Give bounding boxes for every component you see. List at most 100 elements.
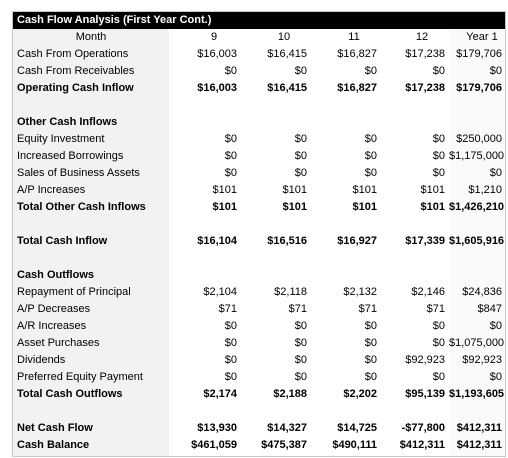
cell-value: $0: [224, 150, 237, 162]
cell-value: $16,927: [337, 235, 377, 247]
row-label: Total Cash Outflows: [17, 388, 123, 400]
row-label: Cash From Operations: [17, 48, 129, 60]
cell-value: $0: [224, 354, 237, 366]
section-heading-row: Other Cash Inflows: [13, 114, 505, 131]
cell-value: $16,415: [267, 48, 307, 60]
cell-value: $490,111: [332, 439, 377, 451]
cell-value: $0: [224, 320, 237, 332]
table-row: Dividends $0 $0 $0 $92,923 $92,923: [13, 352, 505, 369]
cell-value: $0: [432, 65, 445, 77]
cell-value: $0: [364, 150, 377, 162]
cell-value: $0: [294, 65, 307, 77]
section-heading: Other Cash Inflows: [17, 116, 118, 128]
row-label: Repayment of Principal: [17, 286, 131, 298]
total-row: Total Other Cash Inflows $101 $101 $101 $101…: [13, 199, 505, 216]
cell-value: $101: [420, 201, 445, 213]
cell-value: $24,836: [462, 286, 502, 298]
cell-value: $1,210: [468, 184, 502, 196]
cell-value: $2,174: [203, 388, 237, 400]
cell-value: $101: [282, 201, 307, 213]
header-col: 12: [415, 31, 429, 43]
row-label: Cash From Receivables: [17, 65, 135, 77]
cell-value: $0: [294, 354, 307, 366]
cell-value: $17,238: [405, 48, 445, 60]
cell-value: $1,075,000: [449, 337, 505, 349]
cell-value: $71: [358, 303, 377, 315]
cell-value: $0: [364, 371, 377, 383]
row-label: Sales of Business Assets: [17, 167, 140, 179]
table-row: A/P Decreases $71 $71 $71 $71 $847: [13, 301, 505, 318]
cell-value: $0: [224, 371, 237, 383]
table-row: A/R Increases $0 $0 $0 $0 $0: [13, 318, 505, 335]
cell-value: $0: [432, 320, 445, 332]
table-row: Increased Borrowings $0 $0 $0 $0 $1,175,000: [13, 148, 505, 165]
header-col: 9: [210, 31, 218, 43]
table-row: Asset Purchases $0 $0 $0 $0 $1,075,000: [13, 335, 505, 352]
cell-value: $1,426,210: [449, 201, 505, 213]
cell-value: $461,059: [191, 439, 237, 451]
table-body: Month 9 10 11 12 Year 1 Cash From Operat…: [13, 29, 505, 454]
total-row: Net Cash Flow $13,930 $14,327 $14,725 -$77,8…: [13, 420, 505, 437]
cell-value: $0: [224, 337, 237, 349]
cell-value: $179,706: [456, 48, 502, 60]
blank-row: [13, 97, 505, 114]
section-heading-row: Cash Outflows: [13, 267, 505, 284]
cell-value: $16,003: [197, 48, 237, 60]
cell-value: $16,827: [337, 48, 377, 60]
cell-value: $101: [212, 184, 237, 196]
row-label: A/R Increases: [17, 320, 87, 332]
cell-value: $0: [432, 371, 445, 383]
cell-value: $0: [489, 371, 502, 383]
cell-value: $847: [477, 303, 502, 315]
cell-value: $412,311: [456, 439, 502, 451]
cell-value: $101: [212, 201, 237, 213]
cell-value: $2,104: [203, 286, 237, 298]
cell-value: $0: [364, 337, 377, 349]
row-label: Preferred Equity Payment: [17, 371, 143, 383]
cell-value: $1,605,916: [449, 235, 505, 247]
row-label: Total Other Cash Inflows: [17, 201, 146, 213]
cell-value: $0: [489, 167, 502, 179]
cell-value: $16,415: [267, 82, 307, 94]
total-row: Cash Balance $461,059 $475,387 $490,111 $412…: [13, 437, 505, 454]
blank-row: [13, 216, 505, 233]
cell-value: $0: [224, 65, 237, 77]
cell-value: $0: [489, 320, 502, 332]
cell-value: $17,238: [405, 82, 445, 94]
cell-value: $1,175,000: [449, 150, 505, 162]
row-label: Cash Balance: [17, 439, 90, 451]
row-label: Increased Borrowings: [17, 150, 124, 162]
cell-value: $0: [224, 167, 237, 179]
cell-value: $0: [432, 150, 445, 162]
header-col: Year 1: [466, 31, 498, 43]
header-row: Month 9 10 11 12 Year 1: [13, 29, 505, 46]
cell-value: $412,311: [399, 439, 445, 451]
table-row: Sales of Business Assets $0 $0 $0 $0 $0: [13, 165, 505, 182]
row-label: Operating Cash Inflow: [17, 82, 134, 94]
cell-value: $179,706: [456, 82, 502, 94]
table-row: A/P Increases $101 $101 $101 $101 $1,210: [13, 182, 505, 199]
cell-value: $16,104: [197, 235, 237, 247]
cell-value: $92,923: [405, 354, 445, 366]
cell-value: $13,930: [197, 422, 237, 434]
cell-value: $14,327: [267, 422, 307, 434]
cell-value: -$77,800: [401, 422, 445, 434]
cell-value: $0: [364, 167, 377, 179]
cell-value: $101: [420, 184, 445, 196]
cell-value: $0: [432, 133, 445, 145]
table-row: Cash From Receivables $0 $0 $0 $0 $0: [13, 63, 505, 80]
cell-value: $412,311: [456, 422, 502, 434]
table-row: Cash From Operations $16,003 $16,415 $16,82…: [13, 46, 505, 63]
row-label: Dividends: [17, 354, 66, 366]
total-row: Total Cash Outflows $2,174 $2,188 $2,202 $95…: [13, 386, 505, 403]
cell-value: $101: [352, 184, 377, 196]
cell-value: $2,118: [274, 286, 307, 298]
cell-value: $0: [432, 337, 445, 349]
total-row: Total Cash Inflow $16,104 $16,516 $16,927 $1…: [13, 233, 505, 250]
cell-value: $2,188: [273, 388, 307, 400]
cell-value: $2,146: [411, 286, 445, 298]
cell-value: $0: [364, 320, 377, 332]
cell-value: $0: [294, 320, 307, 332]
section-heading: Cash Outflows: [17, 269, 95, 281]
cell-value: $17,339: [405, 235, 445, 247]
